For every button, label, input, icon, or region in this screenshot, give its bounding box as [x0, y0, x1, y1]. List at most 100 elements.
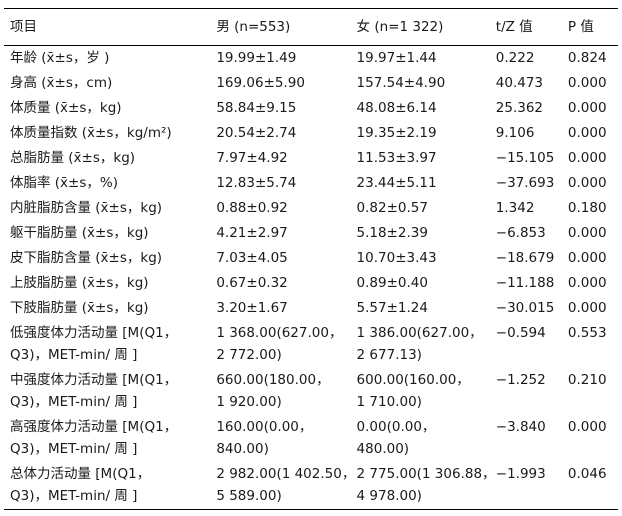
row-female-cell-line: 2 677.13) [356, 347, 422, 363]
row-item-cell: 年龄 (x̄±s，岁 ) [4, 46, 216, 72]
table-row: 低强度体力活动量 [M(Q1， Q3)，MET-min/ 周 ] 1 368.00(… [4, 321, 618, 368]
row-male-cell: 7.03±4.05 [216, 246, 356, 271]
row-male-cell-line: 660.00(180.00， [216, 372, 330, 388]
row-female-cell-line: 1 386.00(627.00， [356, 325, 483, 341]
row-item-cell-line: Q3)，MET-min/ 周 ] [10, 394, 138, 410]
row-female-cell: 5.57±1.24 [357, 296, 496, 321]
row-item-cell-line: 总脂肪量 (x̄±s，kg) [10, 150, 136, 166]
row-female-cell-line: 4 978.00) [356, 488, 422, 504]
row-t-z-cell: −37.693 [495, 175, 555, 191]
row-female-cell-line: 0.00(0.00， [356, 419, 436, 435]
row-female-cell-line: 11.53±3.97 [356, 150, 437, 166]
row-female-cell-line: 5.18±2.39 [356, 225, 428, 241]
row-item-cell: 高强度体力活动量 [M(Q1， Q3)，MET-min/ 周 ] [4, 415, 216, 462]
table-row: 中强度体力活动量 [M(Q1， Q3)，MET-min/ 周 ] 660.00(18… [4, 368, 618, 415]
table-header-row: 项目 男 (n=553) 女 (n=1 322) t/Z 值 P 值 [4, 8, 618, 46]
row-p-cell: 0.000 [567, 225, 607, 241]
row-male-cell: 19.99±1.49 [216, 46, 356, 72]
row-item-cell: 上肢脂肪量 (x̄±s，kg) [4, 271, 216, 296]
row-male-cell-line: 58.84±9.15 [216, 100, 297, 116]
row-female-cell: 600.00(160.00， 1 710.00) [357, 368, 496, 415]
row-female-cell-line: 0.82±0.57 [356, 200, 428, 216]
row-male-cell: 1 368.00(627.00， 2 772.00) [216, 321, 356, 368]
row-female-cell: 19.35±2.19 [357, 121, 496, 146]
row-t-z-cell: 0.222 [495, 50, 535, 66]
row-t-z-cell: −0.594 [495, 325, 546, 341]
row-male-cell-line: 19.99±1.49 [216, 50, 297, 66]
row-item-cell-line: 躯干脂肪量 (x̄±s，kg) [10, 225, 149, 241]
row-item-cell: 下肢脂肪量 (x̄±s，kg) [4, 296, 216, 321]
row-female-cell-line: 157.54±4.90 [356, 75, 446, 91]
row-female-cell: 11.53±3.97 [357, 146, 496, 171]
row-female-cell-line: 19.97±1.44 [356, 50, 437, 66]
row-item-cell-line: 内脏脂肪含量 (x̄±s，kg) [10, 200, 163, 216]
row-item-cell-line: 中强度体力活动量 [M(Q1， [10, 372, 178, 388]
row-t-z-cell: 9.106 [495, 125, 535, 141]
row-item-cell: 体质量 (x̄±s，kg) [4, 96, 216, 121]
table-row: 身高 (x̄±s，cm) 169.06±5.90 157.54±4.90 40.473… [4, 71, 618, 96]
row-male-cell: 58.84±9.15 [216, 96, 356, 121]
header-t-z-value: t/Z 值 [495, 8, 568, 46]
header-p-value: P 值 [567, 8, 618, 46]
row-male-cell-line: 7.97±4.92 [216, 150, 288, 166]
row-female-cell: 1 386.00(627.00， 2 677.13) [357, 321, 496, 368]
row-item-cell-line: Q3)，MET-min/ 周 ] [10, 347, 138, 363]
row-male-cell-line: 840.00) [216, 441, 269, 457]
row-item-cell-line: 上肢脂肪量 (x̄±s，kg) [10, 275, 149, 291]
row-male-cell-line: 2 772.00) [216, 347, 282, 363]
row-item-cell: 总体力活动量 [M(Q1， Q3)，MET-min/ 周 ] [4, 462, 217, 510]
row-female-cell-line: 48.08±6.14 [356, 100, 437, 116]
row-p-cell: 0.180 [567, 200, 607, 216]
row-t-z-cell: −15.105 [495, 150, 555, 166]
row-female-cell: 23.44±5.11 [357, 171, 496, 196]
row-p-cell: 0.000 [567, 125, 607, 141]
row-item-cell-line: 体质量 (x̄±s，kg) [10, 100, 122, 116]
row-item-cell-line: 低强度体力活动量 [M(Q1， [10, 325, 178, 341]
row-item-cell-line: 高强度体力活动量 [M(Q1， [10, 419, 178, 435]
row-item-cell-line: Q3)，MET-min/ 周 ] [10, 441, 138, 457]
row-item-cell: 内脏脂肪含量 (x̄±s，kg) [4, 196, 216, 221]
row-female-cell-line: 10.70±3.43 [356, 250, 437, 266]
row-item-cell-line: 体质量指数 (x̄±s，kg/m²) [10, 125, 172, 141]
row-item-cell: 中强度体力活动量 [M(Q1， Q3)，MET-min/ 周 ] [4, 368, 216, 415]
row-t-z-cell: −18.679 [495, 250, 555, 266]
row-female-cell: 157.54±4.90 [357, 71, 496, 96]
row-male-cell: 0.67±0.32 [216, 271, 356, 296]
row-male-cell: 2 982.00(1 402.50， 5 589.00) [216, 462, 357, 510]
table-row: 皮下脂肪含量 (x̄±s，kg) 7.03±4.05 10.70±3.43 −18.6… [4, 246, 618, 271]
header-female: 女 (n=1 322) [356, 8, 496, 46]
row-male-cell: 0.88±0.92 [216, 196, 356, 221]
top-crop-edge [0, 0, 622, 3]
row-female-cell: 2 775.00(1 306.88， 4 978.00) [356, 462, 496, 510]
row-p-cell: 0.000 [567, 300, 607, 316]
row-item-cell-line: 年龄 (x̄±s，岁 ) [10, 50, 110, 66]
row-female-cell-line: 1 710.00) [356, 394, 422, 410]
table-row: 内脏脂肪含量 (x̄±s，kg) 0.88±0.92 0.82±0.57 1.342 0… [4, 196, 618, 221]
row-female-cell-line: 600.00(160.00， [356, 372, 470, 388]
row-item-cell: 体脂率 (x̄±s，%) [4, 171, 216, 196]
table-row: 下肢脂肪量 (x̄±s，kg) 3.20±1.67 5.57±1.24 −30.015… [4, 296, 618, 321]
row-male-cell: 3.20±1.67 [216, 296, 356, 321]
row-male-cell-line: 2 982.00(1 402.50， [216, 466, 356, 482]
comparison-table: 项目 男 (n=553) 女 (n=1 322) t/Z 值 P 值 年龄 (x… [4, 8, 618, 510]
header-item: 项目 [4, 8, 217, 46]
row-p-cell: 0.000 [567, 75, 607, 91]
row-item-cell: 低强度体力活动量 [M(Q1， Q3)，MET-min/ 周 ] [4, 321, 216, 368]
table-row: 体脂率 (x̄±s，%) 12.83±5.74 23.44±5.11 −37.693 0… [4, 171, 618, 196]
row-t-z-cell: −3.840 [495, 419, 546, 435]
table-row: 总体力活动量 [M(Q1， Q3)，MET-min/ 周 ] 2 982.00(1 … [4, 462, 618, 510]
row-female-cell-line: 19.35±2.19 [356, 125, 437, 141]
row-t-z-cell: −1.252 [495, 372, 546, 388]
row-female-cell: 0.00(0.00， 480.00) [357, 415, 496, 462]
row-male-cell: 169.06±5.90 [216, 71, 356, 96]
row-item-cell-line: 总体力活动量 [M(Q1， [10, 466, 151, 482]
table-row: 上肢脂肪量 (x̄±s，kg) 0.67±0.32 0.89±0.40 −11.188… [4, 271, 618, 296]
row-t-z-cell: −1.993 [495, 462, 568, 510]
table-body: 年龄 (x̄±s，岁 ) 19.99±1.49 19.97±1.44 0.222 0.8… [4, 46, 618, 510]
row-p-cell: 0.210 [567, 372, 607, 388]
row-male-cell-line: 20.54±2.74 [216, 125, 297, 141]
table-row: 体质量 (x̄±s，kg) 58.84±9.15 48.08±6.14 25.362 0… [4, 96, 618, 121]
row-male-cell-line: 7.03±4.05 [216, 250, 288, 266]
row-p-cell: 0.000 [567, 275, 607, 291]
